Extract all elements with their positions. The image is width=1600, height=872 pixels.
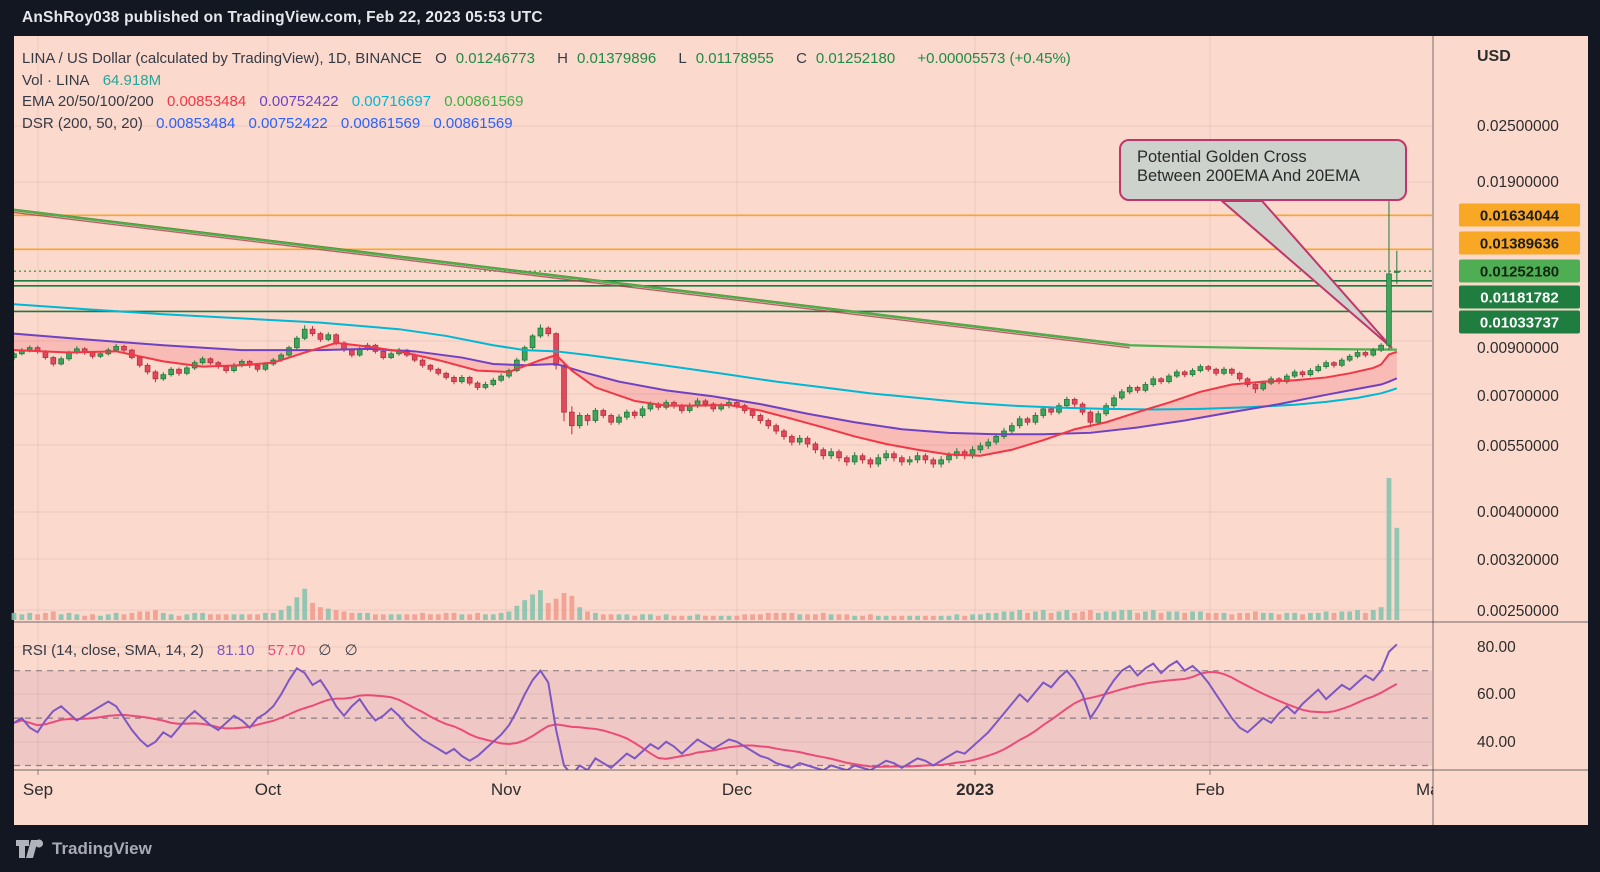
legend-ema-row[interactable]: EMA 20/50/100/200 0.00853484 0.00752422 … [22,91,1080,113]
change-value: +0.00005573 (+0.45%) [917,50,1071,67]
dsr-label: DSR (200, 50, 20) [22,114,143,132]
svg-text:2023: 2023 [956,780,994,799]
open-label: O [435,50,447,67]
dsr-value-1: 0.00853484 [156,114,236,132]
currency-label: USD [1477,48,1511,65]
rsi-value: 81.10 [216,642,255,659]
symbol-title: LINA / US Dollar (calculated by TradingV… [22,50,422,67]
rsi-legend-row[interactable]: RSI (14, close, SMA, 14, 2) 81.10 57.70 … [22,641,367,659]
price-badge: 0.01181782 [1459,285,1580,309]
published-title: AnShRoy038 published on TradingView.com,… [22,9,543,26]
pane-dividers[interactable] [14,36,1588,825]
svg-text:0.00400000: 0.00400000 [1477,504,1559,521]
dsr-value-3: 0.00861569 [340,114,421,132]
svg-text:Sep: Sep [23,780,53,799]
volume-value: 64.918M [102,71,162,89]
svg-text:Oct: Oct [255,780,282,799]
svg-text:Feb: Feb [1195,780,1224,799]
chart-legend: LINA / US Dollar (calculated by TradingV… [22,48,1080,134]
svg-text:0.01389636: 0.01389636 [1480,236,1559,253]
rsi-label: RSI (14, close, SMA, 14, 2) [22,642,204,659]
svg-text:0.02500000: 0.02500000 [1477,118,1559,135]
ema-lines [14,303,1398,457]
grid-layer [14,36,1432,770]
svg-text:Nov: Nov [491,780,522,799]
low-value: 0.01178955 [695,50,774,67]
svg-text:0.01033737: 0.01033737 [1480,315,1559,332]
svg-text:0.00700000: 0.00700000 [1477,388,1559,405]
high-label: H [557,50,568,67]
low-label: L [678,50,687,67]
price-level-lines[interactable] [14,214,1432,313]
legend-dsr-row[interactable]: DSR (200, 50, 20) 0.00853484 0.00752422 … [22,113,1080,135]
rsi-empty-1: ∅ [318,642,332,659]
legend-volume-row[interactable]: Vol · LINA 64.918M [22,70,1080,92]
dsr-fill [14,333,1397,456]
callout-line1: Potential Golden Cross [1137,148,1307,166]
callout-line2: Between 200EMA And 20EMA [1137,167,1360,185]
svg-text:0.00550000: 0.00550000 [1477,438,1559,455]
price-badge: 0.01252180 [1459,259,1580,283]
close-value: 0.01252180 [815,50,896,67]
svg-text:0.00250000: 0.00250000 [1477,603,1559,620]
ema200-value: 0.00861569 [444,93,524,110]
price-badge: 0.01634044 [1459,203,1580,227]
high-value: 0.01379896 [577,50,657,67]
rsi-plot [14,643,1398,770]
svg-text:80.00: 80.00 [1477,639,1516,656]
svg-text:0.00320000: 0.00320000 [1477,552,1559,569]
svg-text:0.01634044: 0.01634044 [1480,208,1560,225]
svg-text:60.00: 60.00 [1477,686,1516,703]
callout-tail[interactable] [1219,200,1393,349]
ema100-value: 0.00716697 [351,93,432,110]
time-axis[interactable]: Sep Oct Nov Dec 2023 Feb Mar [23,770,1446,799]
golden-cross-callout[interactable]: Potential Golden Cross Between 200EMA An… [1119,139,1407,201]
svg-text:0.01900000: 0.01900000 [1477,174,1559,191]
dsr-value-2: 0.00752422 [248,114,328,132]
svg-text:0.00900000: 0.00900000 [1477,340,1559,357]
tradingview-brand[interactable]: TradingView [52,838,152,858]
rsi-empty-2: ∅ [344,642,358,659]
close-label: C [796,50,807,67]
open-value: 0.01246773 [455,50,535,67]
ema20-value: 0.00853484 [166,93,247,110]
legend-symbol-row[interactable]: LINA / US Dollar (calculated by TradingV… [22,48,1080,70]
rsi-sma-value: 57.70 [267,642,306,659]
ema-label: EMA 20/50/100/200 [22,93,154,110]
ema200-line [14,208,1397,351]
price-badge: 0.01389636 [1459,231,1580,255]
dsr-value-4: 0.00861569 [433,114,513,132]
svg-text:40.00: 40.00 [1477,734,1516,751]
svg-text:Dec: Dec [722,780,753,799]
volume-label: Vol · LINA [22,71,90,89]
svg-text:0.01181782: 0.01181782 [1480,290,1558,307]
tradingview-logo-icon[interactable] [15,837,43,861]
price-badge: 0.01033737 [1459,310,1580,334]
svg-text:Mar: Mar [1416,780,1446,799]
volume-layer [11,478,1400,620]
footer-bar: TradingView [0,825,1600,872]
ema50-value: 0.00752422 [259,93,339,110]
publish-header: AnShRoy038 published on TradingView.com,… [0,0,1600,36]
price-axis[interactable]: USD 0.02500000 0.01900000 0.00900000 0.00700… [1459,48,1580,751]
svg-text:0.01252180: 0.01252180 [1480,264,1559,281]
